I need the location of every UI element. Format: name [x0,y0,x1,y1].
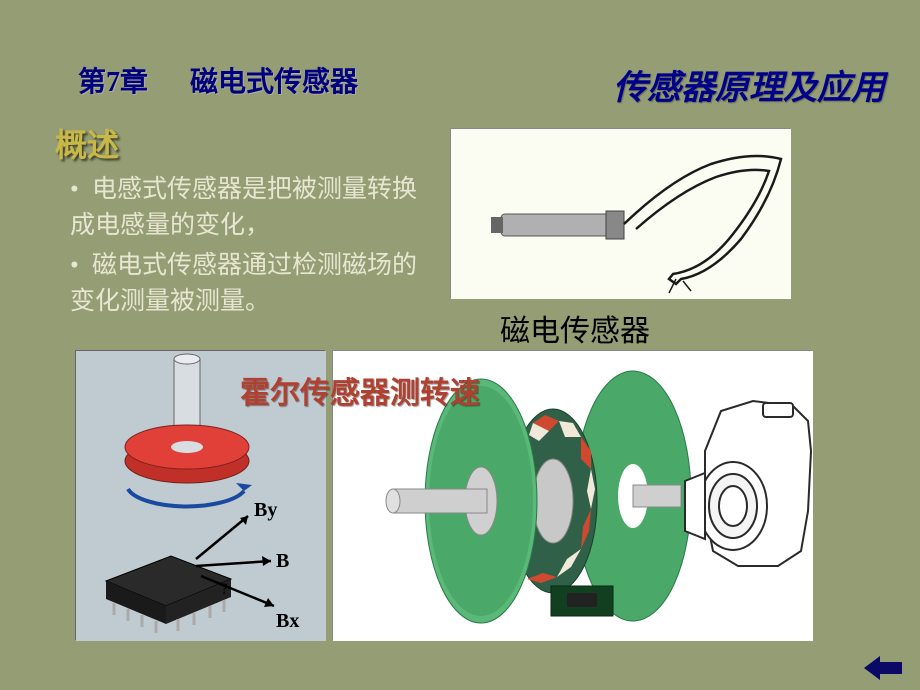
by-label: By [254,499,277,521]
sensor-svg [451,129,791,299]
section-title: 概述 [55,120,119,166]
back-arrow-icon [864,656,902,680]
bullet-item-1: •电感式传感器是把被测量转换成电感量的变化， [70,172,430,245]
bullet-text-2: 磁电式传感器通过检测磁场的变化测量被测量。 [70,252,417,315]
chapter-number: 第7章 [78,67,148,98]
bullet-text-1: 电感式传感器是把被测量转换成电感量的变化， [70,176,417,239]
magnetic-sensor-label: 磁电传感器 [500,306,650,350]
bullet-dot: • [70,248,92,284]
header-title: 传感器原理及应用 [613,60,885,109]
chapter-name: 磁电式传感器 [190,67,358,98]
magnetic-sensor-image [450,128,790,298]
hall-sensor-label: 霍尔传感器测转速 [240,368,480,412]
chapter-title: 第7章 磁电式传感器 [78,60,358,100]
bx-label: Bx [276,610,299,632]
q-label: ? [221,581,228,598]
bullet-dot: • [70,172,92,208]
back-arrow-button[interactable] [864,656,902,680]
bullet-item-2: •磁电式传感器通过检测磁场的变化测量被测量。 [70,248,430,321]
b-label: B [276,550,289,572]
